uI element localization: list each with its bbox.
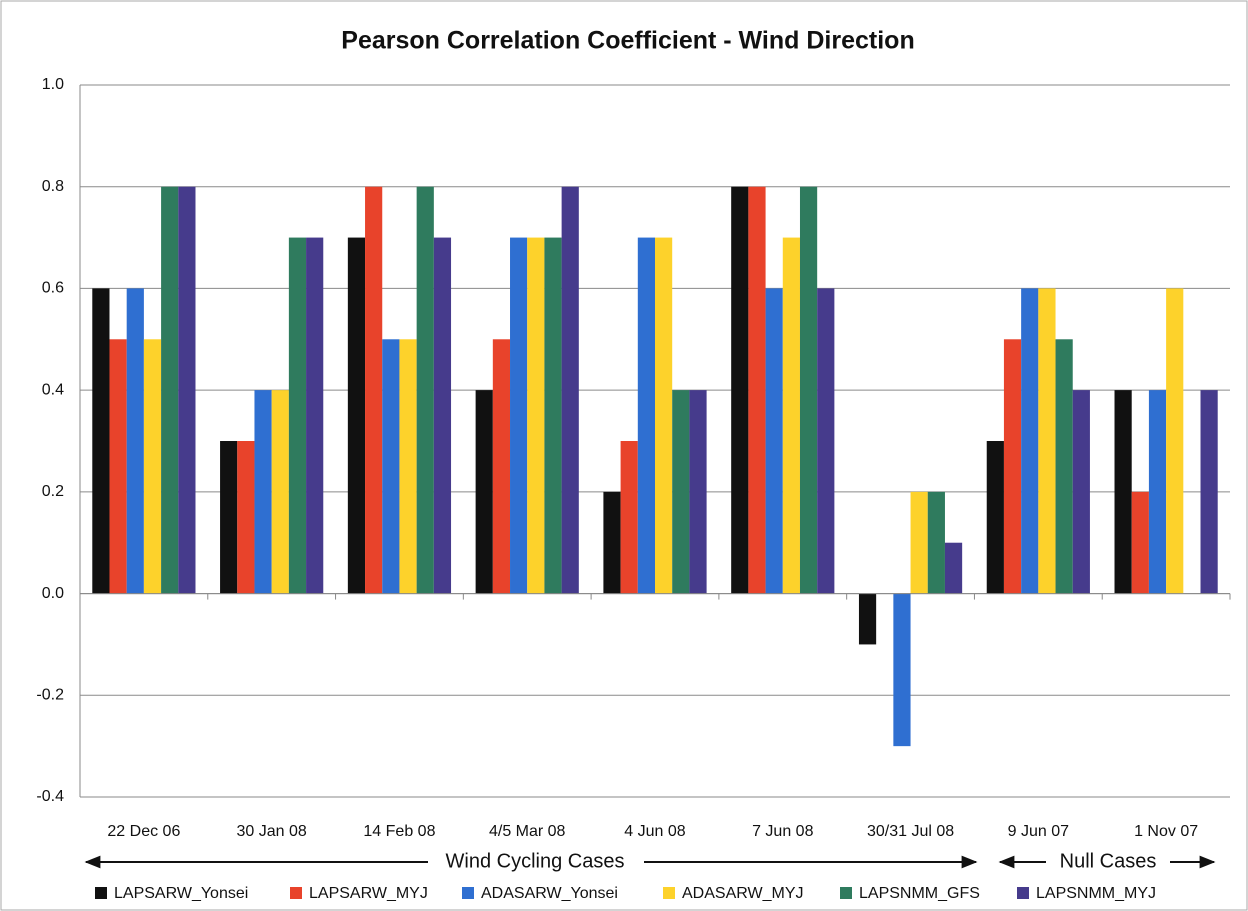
bar	[178, 186, 196, 594]
bar	[220, 441, 238, 594]
bar	[927, 491, 945, 594]
bar	[893, 593, 911, 747]
bar	[475, 390, 493, 594]
bar	[603, 491, 621, 594]
y-tick-label: -0.4	[36, 788, 64, 805]
bar	[382, 339, 400, 594]
y-tick-label: -0.2	[36, 687, 64, 704]
bar	[944, 542, 963, 594]
bar	[365, 186, 383, 594]
bar	[672, 390, 690, 594]
x-tick-label: 7 Jun 08	[752, 823, 813, 840]
bar	[858, 593, 877, 645]
legend-swatch	[1017, 887, 1029, 899]
bar	[799, 186, 818, 594]
bar	[510, 237, 528, 594]
y-tick-label: 0.0	[42, 585, 64, 602]
annotation: Wind Cycling Cases	[446, 850, 625, 872]
bar	[782, 237, 800, 594]
x-tick-label: 30/31 Jul 08	[867, 823, 954, 840]
y-tick-label: 0.4	[42, 381, 64, 398]
bar	[1114, 390, 1132, 594]
legend-swatch	[462, 887, 474, 899]
legend-label: ADASARW_Yonsei	[481, 885, 618, 902]
bar	[1131, 491, 1149, 594]
legend-label: ADASARW_MYJ	[682, 885, 804, 902]
x-tick-label: 4 Jun 08	[624, 823, 685, 840]
bar	[748, 186, 766, 594]
legend-label: LAPSNMM_MYJ	[1036, 885, 1156, 902]
y-tick-label: 0.8	[42, 178, 64, 195]
bar	[288, 237, 307, 594]
bar	[126, 288, 144, 594]
legend-swatch	[663, 887, 675, 899]
x-tick-label: 14 Feb 08	[363, 823, 435, 840]
x-tick-label: 9 Jun 07	[1008, 823, 1069, 840]
bar	[109, 339, 127, 594]
bar	[399, 339, 417, 594]
legend-swatch	[95, 887, 107, 899]
bar	[817, 288, 835, 594]
bar	[655, 237, 673, 594]
x-tick-label: 30 Jan 08	[237, 823, 307, 840]
legend-label: LAPSARW_MYJ	[309, 885, 428, 902]
x-tick-label: 4/5 Mar 08	[489, 823, 566, 840]
bar	[544, 237, 562, 594]
legend-label: LAPSNMM_GFS	[859, 885, 980, 902]
y-tick-label: 0.6	[42, 280, 64, 297]
bar	[1038, 288, 1056, 594]
bar	[92, 288, 110, 594]
bar	[254, 390, 272, 594]
bar	[637, 237, 655, 594]
legend-swatch	[840, 887, 852, 899]
legend-label: LAPSARW_Yonsei	[114, 885, 248, 902]
bar	[271, 390, 289, 594]
legend-swatch	[290, 887, 302, 899]
bar	[1055, 339, 1073, 594]
bar	[492, 339, 511, 594]
y-tick-label: 0.2	[42, 483, 64, 500]
bar	[416, 186, 434, 594]
bar	[143, 339, 162, 594]
bar	[1003, 339, 1022, 594]
bar	[1021, 288, 1039, 594]
bar	[527, 237, 545, 594]
bar	[347, 237, 366, 594]
x-tick-label: 22 Dec 06	[107, 823, 180, 840]
bar	[1148, 390, 1167, 594]
bar	[1166, 288, 1184, 594]
bar	[1072, 390, 1090, 594]
bar	[620, 441, 638, 594]
x-tick-label: 1 Nov 07	[1134, 823, 1198, 840]
bar	[306, 237, 324, 594]
bar	[689, 390, 707, 594]
bar	[731, 186, 749, 594]
bar	[561, 186, 579, 594]
bar	[765, 288, 783, 594]
bar	[1200, 390, 1218, 594]
bar	[433, 237, 452, 594]
bar	[910, 491, 928, 594]
y-tick-label: 1.0	[42, 76, 64, 93]
chart-title: Pearson Correlation Coefficient - Wind D…	[341, 27, 914, 55]
bar	[986, 441, 1004, 594]
bar	[161, 186, 179, 594]
annotation: Null Cases	[1060, 850, 1157, 872]
bar	[237, 441, 255, 594]
